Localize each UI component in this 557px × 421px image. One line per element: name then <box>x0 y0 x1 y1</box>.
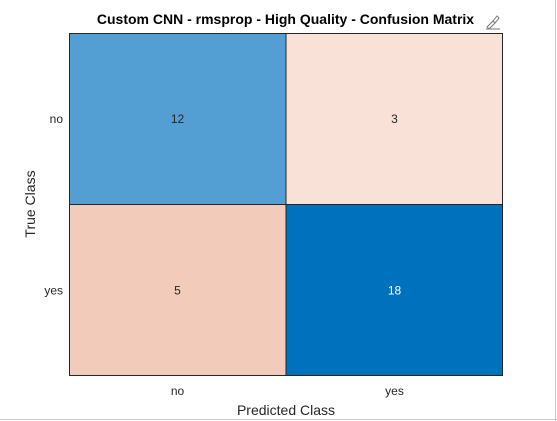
cell-value-no-no: 12 <box>171 112 185 126</box>
export-brush-icon[interactable] <box>484 13 502 31</box>
matrix-cell-no-yes <box>286 33 503 205</box>
x-tick-label-no: no <box>171 384 185 398</box>
plot-border <box>69 33 503 376</box>
cell-value-yes-no: 5 <box>174 283 181 297</box>
window-border-right <box>555 0 556 421</box>
chart-title: Custom CNN - rmsprop - High Quality - Co… <box>96 11 475 27</box>
matrix-cell-yes-yes <box>286 204 503 376</box>
matrix-cell-yes-no <box>69 204 286 376</box>
y-tick-label-no: no <box>50 112 64 126</box>
x-tick-label-yes: yes <box>385 384 404 398</box>
x-axis-label: Predicted Class <box>236 402 336 418</box>
cell-value-yes-yes: 18 <box>388 283 402 297</box>
y-axis-label: True Class <box>22 170 38 238</box>
matrix-cell-no-no <box>69 33 286 205</box>
window-border-bottom <box>0 419 557 420</box>
cell-value-no-yes: 3 <box>391 112 398 126</box>
y-tick-label-yes: yes <box>44 283 63 297</box>
